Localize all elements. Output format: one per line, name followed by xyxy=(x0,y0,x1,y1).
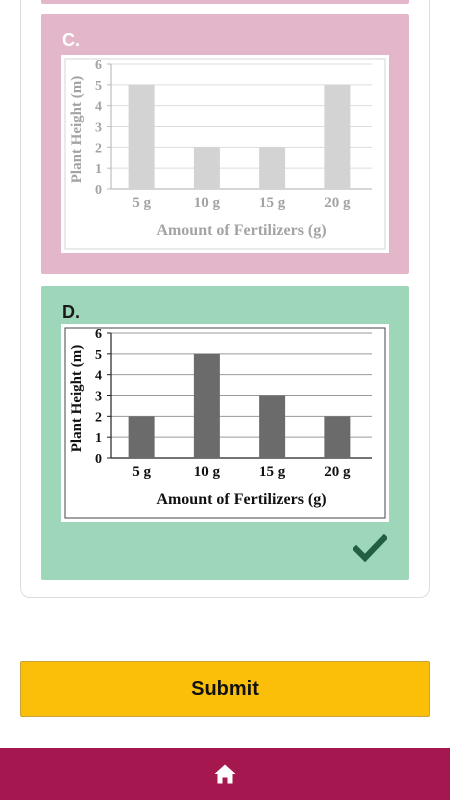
x-tick-label: 5 g xyxy=(132,464,151,480)
bar xyxy=(193,353,220,458)
option-d-chart: 0 1 2 3 4 5 6 5 g 10 g 15 g 20 g Amount of Fertiliz… xyxy=(61,324,389,522)
bar xyxy=(259,147,286,189)
bar xyxy=(128,416,155,458)
option-c-label: C. xyxy=(62,30,80,50)
x-tick-label: 20 g xyxy=(324,195,351,211)
y-tick-label: 3 xyxy=(95,121,102,136)
y-tick-label: 0 xyxy=(95,452,102,467)
y-tick-label: 3 xyxy=(95,390,102,405)
x-tick-label: 10 g xyxy=(194,464,221,480)
option-c-chart: 0 1 2 3 4 5 6 5 g 10 g 15 g 20 g Amount of Fertiliz… xyxy=(61,55,389,253)
option-d-chart-svg: 0 1 2 3 4 5 6 5 g 10 g 15 g 20 g Amount of Fertiliz… xyxy=(64,327,386,519)
y-tick-label: 6 xyxy=(95,58,102,73)
x-axis-title: Amount of Fertilizers (g) xyxy=(156,222,326,239)
y-axis-title: Plant Height (m) xyxy=(69,345,85,452)
y-tick-label: 2 xyxy=(95,410,102,425)
x-tick-label: 20 g xyxy=(324,464,351,480)
home-icon[interactable] xyxy=(213,762,237,786)
option-d[interactable]: D. 0 1 2 3 4 5 6 5 g 10 g 15 g 20 g Amount of Ferti… xyxy=(41,286,409,580)
option-c-chart-svg: 0 1 2 3 4 5 6 5 g 10 g 15 g 20 g Amount of Fertiliz… xyxy=(64,58,386,250)
y-tick-label: 1 xyxy=(95,431,102,446)
x-tick-label: 5 g xyxy=(132,195,151,211)
bar xyxy=(128,84,155,189)
check-icon xyxy=(353,534,387,562)
bar xyxy=(259,395,286,458)
bar xyxy=(193,147,220,189)
bar xyxy=(324,416,351,458)
y-axis-title: Plant Height (m) xyxy=(69,76,85,183)
y-tick-label: 1 xyxy=(95,162,102,177)
y-tick-label: 2 xyxy=(95,141,102,156)
y-tick-label: 6 xyxy=(95,327,102,342)
x-axis-title: Amount of Fertilizers (g) xyxy=(156,491,326,508)
y-tick-label: 5 xyxy=(95,348,102,363)
x-tick-label: 10 g xyxy=(194,195,221,211)
option-b-edge[interactable] xyxy=(41,0,409,4)
submit-button[interactable]: Submit xyxy=(20,661,430,717)
x-tick-label: 15 g xyxy=(259,464,286,480)
y-tick-label: 0 xyxy=(95,183,102,198)
option-d-label: D. xyxy=(62,302,80,322)
bottom-nav-bar xyxy=(0,748,450,800)
x-tick-label: 15 g xyxy=(259,195,286,211)
y-tick-label: 5 xyxy=(95,79,102,94)
y-tick-label: 4 xyxy=(95,369,102,384)
option-c[interactable]: C. 0 1 2 3 4 5 6 5 g 10 g 15 g 20 g Amount of Ferti… xyxy=(41,14,409,274)
bar xyxy=(324,84,351,189)
y-tick-label: 4 xyxy=(95,100,102,115)
